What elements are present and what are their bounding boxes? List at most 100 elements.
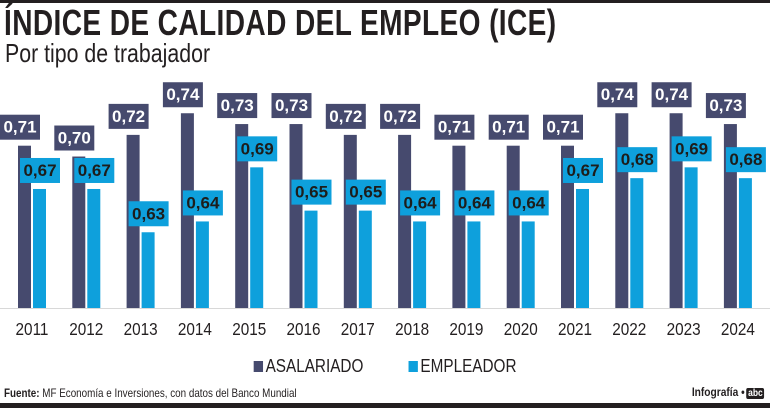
bar-empleador-2014	[195, 221, 209, 308]
data-label-box-asalariado-2020	[488, 114, 529, 140]
source-label: Fuente:	[4, 386, 40, 400]
data-label-box-empleador-2021	[563, 157, 603, 183]
x-tick-label-2012: 2012	[69, 319, 103, 339]
x-tick-label-2016: 2016	[286, 319, 320, 339]
top-rule	[0, 0, 770, 3]
bar-empleador-2017	[358, 210, 372, 308]
data-label-box-asalariado-2017	[325, 103, 366, 129]
bar-empleador-2021	[576, 188, 589, 308]
bar-asalariado-2011	[18, 145, 31, 308]
data-label-asalariado-2022: 0,74	[601, 85, 635, 104]
data-label-asalariado-2011: 0,71	[3, 118, 36, 137]
data-label-box-asalariado-2015	[217, 93, 258, 119]
data-label-box-empleador-2011	[20, 157, 60, 183]
x-tick-label-2024: 2024	[721, 319, 755, 339]
bar-empleador-2015	[250, 167, 264, 308]
data-label-asalariado-2019: 0,71	[438, 118, 471, 137]
legend: ASALARIADO EMPLEADOR	[0, 356, 770, 377]
data-label-empleador-2021: 0,67	[566, 161, 599, 180]
bar-asalariado-2012	[72, 156, 86, 308]
data-label-box-asalariado-2021	[543, 114, 583, 140]
data-label-empleador-2024: 0,68	[729, 150, 762, 169]
data-label-box-empleador-2013	[128, 201, 169, 227]
data-label-empleador-2012: 0,67	[78, 161, 111, 180]
bottom-rule	[0, 403, 770, 408]
bar-empleador-2011	[33, 188, 46, 308]
data-label-empleador-2014: 0,64	[186, 193, 220, 212]
bar-asalariado-2021	[561, 145, 574, 308]
data-label-empleador-2019: 0,64	[458, 193, 492, 212]
data-label-box-asalariado-2023	[651, 82, 692, 108]
legend-item-empleador: EMPLEADOR	[408, 356, 516, 377]
data-label-empleador-2017: 0,65	[349, 183, 382, 202]
data-label-asalariado-2020: 0,71	[492, 118, 525, 137]
data-label-asalariado-2016: 0,73	[275, 96, 308, 115]
x-tick-label-2019: 2019	[449, 319, 483, 339]
data-label-asalariado-2021: 0,71	[546, 118, 579, 137]
data-label-asalariado-2012: 0,70	[58, 129, 91, 148]
bar-empleador-2022	[630, 178, 644, 308]
data-label-box-empleador-2020	[508, 190, 549, 216]
bar-asalariado-2016	[289, 124, 303, 308]
abc-logo: abc	[745, 388, 764, 399]
data-label-box-empleador-2018	[400, 190, 441, 216]
legend-label-empleador: EMPLEADOR	[419, 356, 517, 376]
data-label-box-asalariado-2014	[162, 82, 203, 108]
source-note: Fuente: MF Economía e Inversiones, con d…	[4, 386, 297, 400]
data-label-box-empleador-2023	[671, 136, 712, 162]
bar-asalariado-2017	[343, 134, 357, 308]
bar-empleador-2019	[467, 221, 481, 308]
data-label-empleador-2023: 0,69	[675, 139, 708, 158]
bar-empleador-2020	[521, 221, 535, 308]
data-label-asalariado-2023: 0,74	[655, 85, 689, 104]
data-label-box-empleador-2019	[454, 190, 495, 216]
source-text: MF Economía e Inversiones, con datos del…	[42, 386, 297, 400]
bar-empleador-2024	[738, 178, 752, 308]
bar-asalariado-2019	[452, 145, 466, 308]
data-label-asalariado-2017: 0,72	[329, 107, 362, 126]
data-label-asalariado-2018: 0,72	[384, 107, 417, 126]
x-tick-label-2020: 2020	[504, 319, 538, 339]
data-label-box-empleador-2012	[74, 157, 115, 183]
data-label-box-asalariado-2024	[705, 93, 746, 119]
data-label-box-empleador-2024	[725, 147, 766, 173]
data-label-box-asalariado-2011	[0, 114, 40, 140]
bar-asalariado-2020	[506, 145, 520, 308]
data-label-box-asalariado-2013	[108, 103, 149, 129]
legend-swatch-empleador	[408, 361, 418, 372]
data-label-empleador-2013: 0,63	[132, 204, 165, 223]
data-label-asalariado-2024: 0,73	[709, 96, 742, 115]
x-tick-label-2023: 2023	[667, 319, 701, 339]
bar-empleador-2012	[87, 188, 101, 308]
credit-text: Infografía •	[691, 385, 745, 399]
x-tick-label-2018: 2018	[395, 319, 429, 339]
data-label-empleador-2016: 0,65	[295, 183, 328, 202]
data-label-box-empleador-2017	[345, 179, 386, 205]
data-label-empleador-2022: 0,68	[621, 150, 654, 169]
chart-title: ÍNDICE DE CALIDAD DEL EMPLEO (ICE)	[4, 2, 557, 43]
legend-item-asalariado: ASALARIADO	[254, 356, 364, 377]
bar-empleador-2023	[684, 167, 698, 308]
data-label-box-empleador-2014	[182, 190, 223, 216]
x-tick-label-2021: 2021	[558, 319, 592, 339]
data-label-empleador-2015: 0,69	[241, 139, 274, 158]
x-tick-label-2014: 2014	[178, 319, 212, 339]
chart-subtitle: Por tipo de trabajador	[5, 38, 211, 68]
bar-asalariado-2018	[398, 134, 412, 308]
credit: Infografía • abc	[691, 385, 764, 399]
data-label-box-empleador-2016	[291, 179, 332, 205]
x-tick-label-2017: 2017	[341, 319, 375, 339]
data-label-asalariado-2013: 0,72	[112, 107, 145, 126]
data-label-box-empleador-2015	[237, 136, 278, 162]
x-tick-label-2013: 2013	[124, 319, 158, 339]
bar-asalariado-2022	[615, 113, 629, 309]
data-label-empleador-2020: 0,64	[512, 193, 546, 212]
x-tick-label-2011: 2011	[16, 319, 49, 339]
bar-asalariado-2023	[669, 113, 683, 309]
data-label-box-asalariado-2012	[54, 125, 95, 151]
bar-asalariado-2015	[235, 124, 249, 308]
data-label-empleador-2018: 0,64	[404, 193, 438, 212]
data-label-box-asalariado-2018	[380, 103, 421, 129]
